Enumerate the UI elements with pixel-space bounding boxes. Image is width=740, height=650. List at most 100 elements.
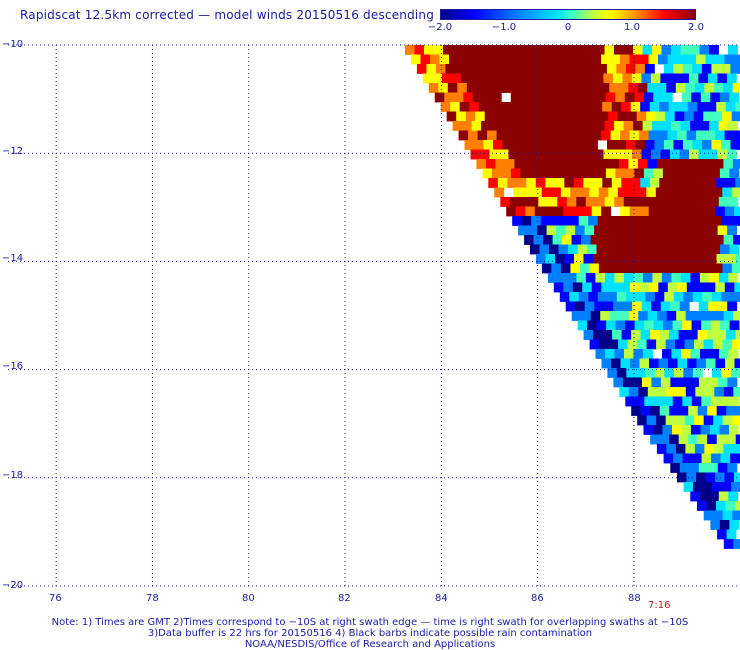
wind-cell <box>574 254 584 264</box>
wind-cell <box>565 225 576 236</box>
wind-cell <box>540 140 551 150</box>
wind-cell <box>660 225 671 236</box>
wind-cell <box>670 463 681 473</box>
wind-cell <box>715 130 725 141</box>
wind-cell <box>715 282 726 293</box>
wind-cell <box>667 130 678 141</box>
wind-cell <box>715 206 726 217</box>
wind-cell <box>521 140 532 150</box>
wind-cell <box>600 311 611 321</box>
wind-cell <box>728 349 739 359</box>
wind-cell <box>675 339 685 350</box>
wind-cell <box>619 311 630 321</box>
wind-cell <box>529 168 540 179</box>
wind-cell <box>428 83 439 93</box>
wind-cell <box>649 358 659 369</box>
wind-cell <box>610 282 621 293</box>
wind-cell <box>693 482 703 492</box>
wind-cell <box>733 387 740 397</box>
wind-cell <box>477 54 488 65</box>
wind-cell <box>704 235 715 245</box>
wind-cell <box>677 130 687 141</box>
wind-cell <box>707 330 717 340</box>
wind-cell <box>718 273 729 283</box>
wind-cell <box>590 235 601 245</box>
wind-cell <box>648 130 659 141</box>
wind-cell <box>696 130 706 141</box>
wind-cell <box>735 102 740 112</box>
wind-cell <box>635 292 646 302</box>
wind-cell <box>622 149 633 160</box>
wind-cell <box>648 206 659 217</box>
wind-cell <box>604 121 615 131</box>
wind-cell <box>668 178 679 188</box>
wind-cell <box>714 235 724 245</box>
wind-cell <box>512 140 522 150</box>
wind-cell <box>675 83 686 93</box>
wind-cell <box>703 187 714 198</box>
wind-cell <box>651 225 661 236</box>
wind-cell <box>675 444 686 454</box>
wind-cell <box>564 178 575 188</box>
wind-cell <box>684 111 695 122</box>
wind-cell <box>629 54 640 65</box>
wind-cell <box>709 273 720 283</box>
wind-cell <box>709 491 720 502</box>
wind-cell <box>581 311 592 321</box>
wind-cell <box>622 225 633 236</box>
wind-cell <box>711 64 722 74</box>
wind-cell <box>641 73 652 84</box>
wind-cell <box>673 453 683 464</box>
wind-cell <box>679 463 690 473</box>
wind-cell <box>666 444 677 454</box>
wind-cell <box>695 387 706 397</box>
wind-cell <box>691 244 702 255</box>
wind-cell <box>481 45 491 55</box>
wind-cell <box>707 73 718 84</box>
wind-cell <box>623 273 634 283</box>
wind-cell <box>646 339 657 350</box>
wind-cell <box>684 339 695 350</box>
wind-cell <box>667 54 678 65</box>
lat-label: −14 <box>2 253 24 264</box>
wind-cell <box>521 216 532 226</box>
wind-cell <box>702 216 713 226</box>
wind-cell <box>620 130 630 141</box>
wind-cell <box>690 349 701 359</box>
wind-cell <box>557 45 567 55</box>
wind-cell <box>705 472 716 483</box>
wind-cell <box>722 510 733 521</box>
wind-cell <box>628 387 639 397</box>
wind-cell <box>623 45 634 55</box>
wind-cell <box>655 111 666 122</box>
wind-cell <box>604 273 615 283</box>
wind-cell <box>732 510 740 521</box>
wind-cell <box>686 282 697 293</box>
wind-cell <box>587 244 597 255</box>
wind-cell <box>564 254 575 264</box>
wind-cell <box>677 472 687 483</box>
lon-label: 88 <box>628 593 641 604</box>
wind-cell <box>598 111 609 122</box>
wind-cell <box>717 463 728 473</box>
wind-cell <box>579 187 590 198</box>
wind-cell <box>530 244 540 255</box>
wind-cell <box>472 92 483 103</box>
wind-cell <box>521 64 532 74</box>
wind-cell <box>450 102 461 112</box>
wind-cell <box>672 168 683 179</box>
wind-cell <box>656 415 667 426</box>
wind-cell <box>694 415 705 426</box>
wind-cell <box>709 45 719 55</box>
wind-cell <box>727 463 738 473</box>
wind-cell <box>684 187 695 198</box>
wind-cell <box>487 130 497 141</box>
wind-cell <box>694 339 704 350</box>
wind-cell <box>552 235 563 245</box>
wind-cell <box>698 73 709 84</box>
wind-cell <box>613 377 624 388</box>
wind-cell <box>631 330 641 340</box>
wind-cell <box>535 102 546 112</box>
wind-cell <box>733 311 740 321</box>
wind-cell <box>566 45 577 55</box>
